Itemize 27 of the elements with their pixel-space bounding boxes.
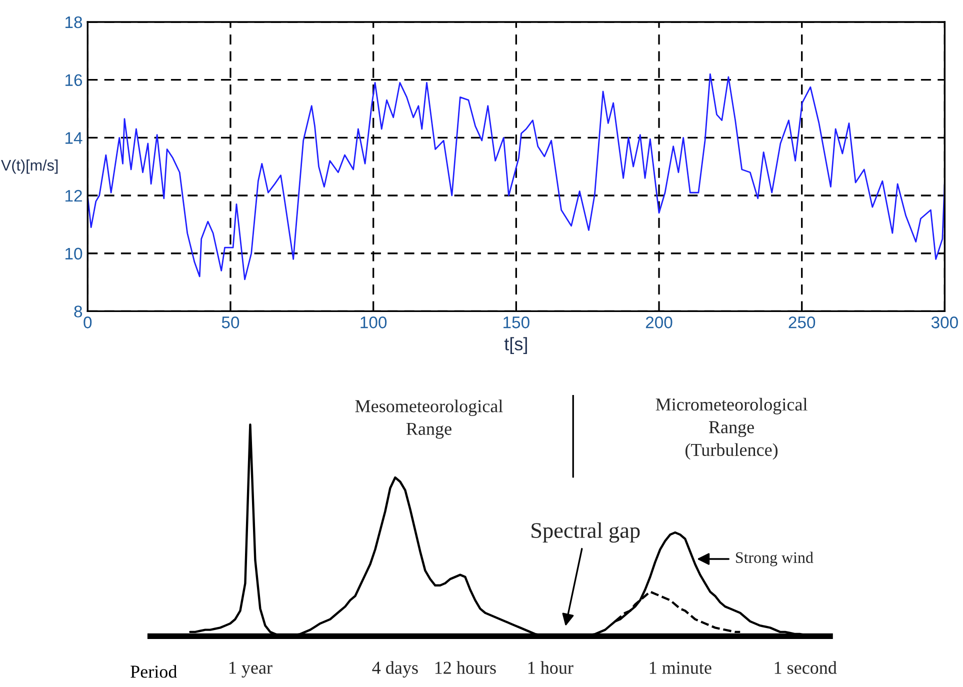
y-tick-label: 8: [74, 306, 82, 318]
x-tick-label: 1 minute: [650, 662, 712, 674]
y-tick-label: 10: [66, 248, 82, 260]
x-tick-label: 100: [360, 316, 387, 328]
x-tick-label: 150: [504, 316, 530, 328]
x-tick-label: 0: [84, 316, 92, 328]
x-tick-label: 50: [222, 316, 240, 328]
y-tick-label: 14: [66, 132, 82, 144]
y-tick-label: 18: [66, 16, 82, 28]
x-tick-label: 250: [788, 316, 816, 328]
x-tick-label: 1 year: [229, 662, 272, 678]
x-tick-label: 1 hour: [528, 661, 574, 674]
y-axis-title: V(t)[m/s]: [1, 159, 58, 174]
y-tick-label: 12: [66, 190, 82, 202]
x-tick-label: 4 days: [372, 661, 418, 678]
annotation: Spectral gap: [532, 522, 640, 543]
x-axis-title: t[s]: [504, 337, 527, 354]
x-tick-label: 200: [646, 316, 672, 328]
y-tick-label: 16: [66, 74, 82, 86]
x-axis-title: Period: [130, 665, 177, 678]
annotation: Micrometeorological Range (Turbulence): [656, 398, 808, 460]
line-series: [88, 73, 945, 280]
annotation: Mesometeorological Range: [355, 400, 503, 439]
x-tick-label: 300: [931, 316, 958, 328]
x-tick-label: 12 hours: [435, 661, 496, 674]
x-tick-label: 1 second: [774, 661, 837, 674]
annotation: Strong wind: [736, 552, 814, 566]
